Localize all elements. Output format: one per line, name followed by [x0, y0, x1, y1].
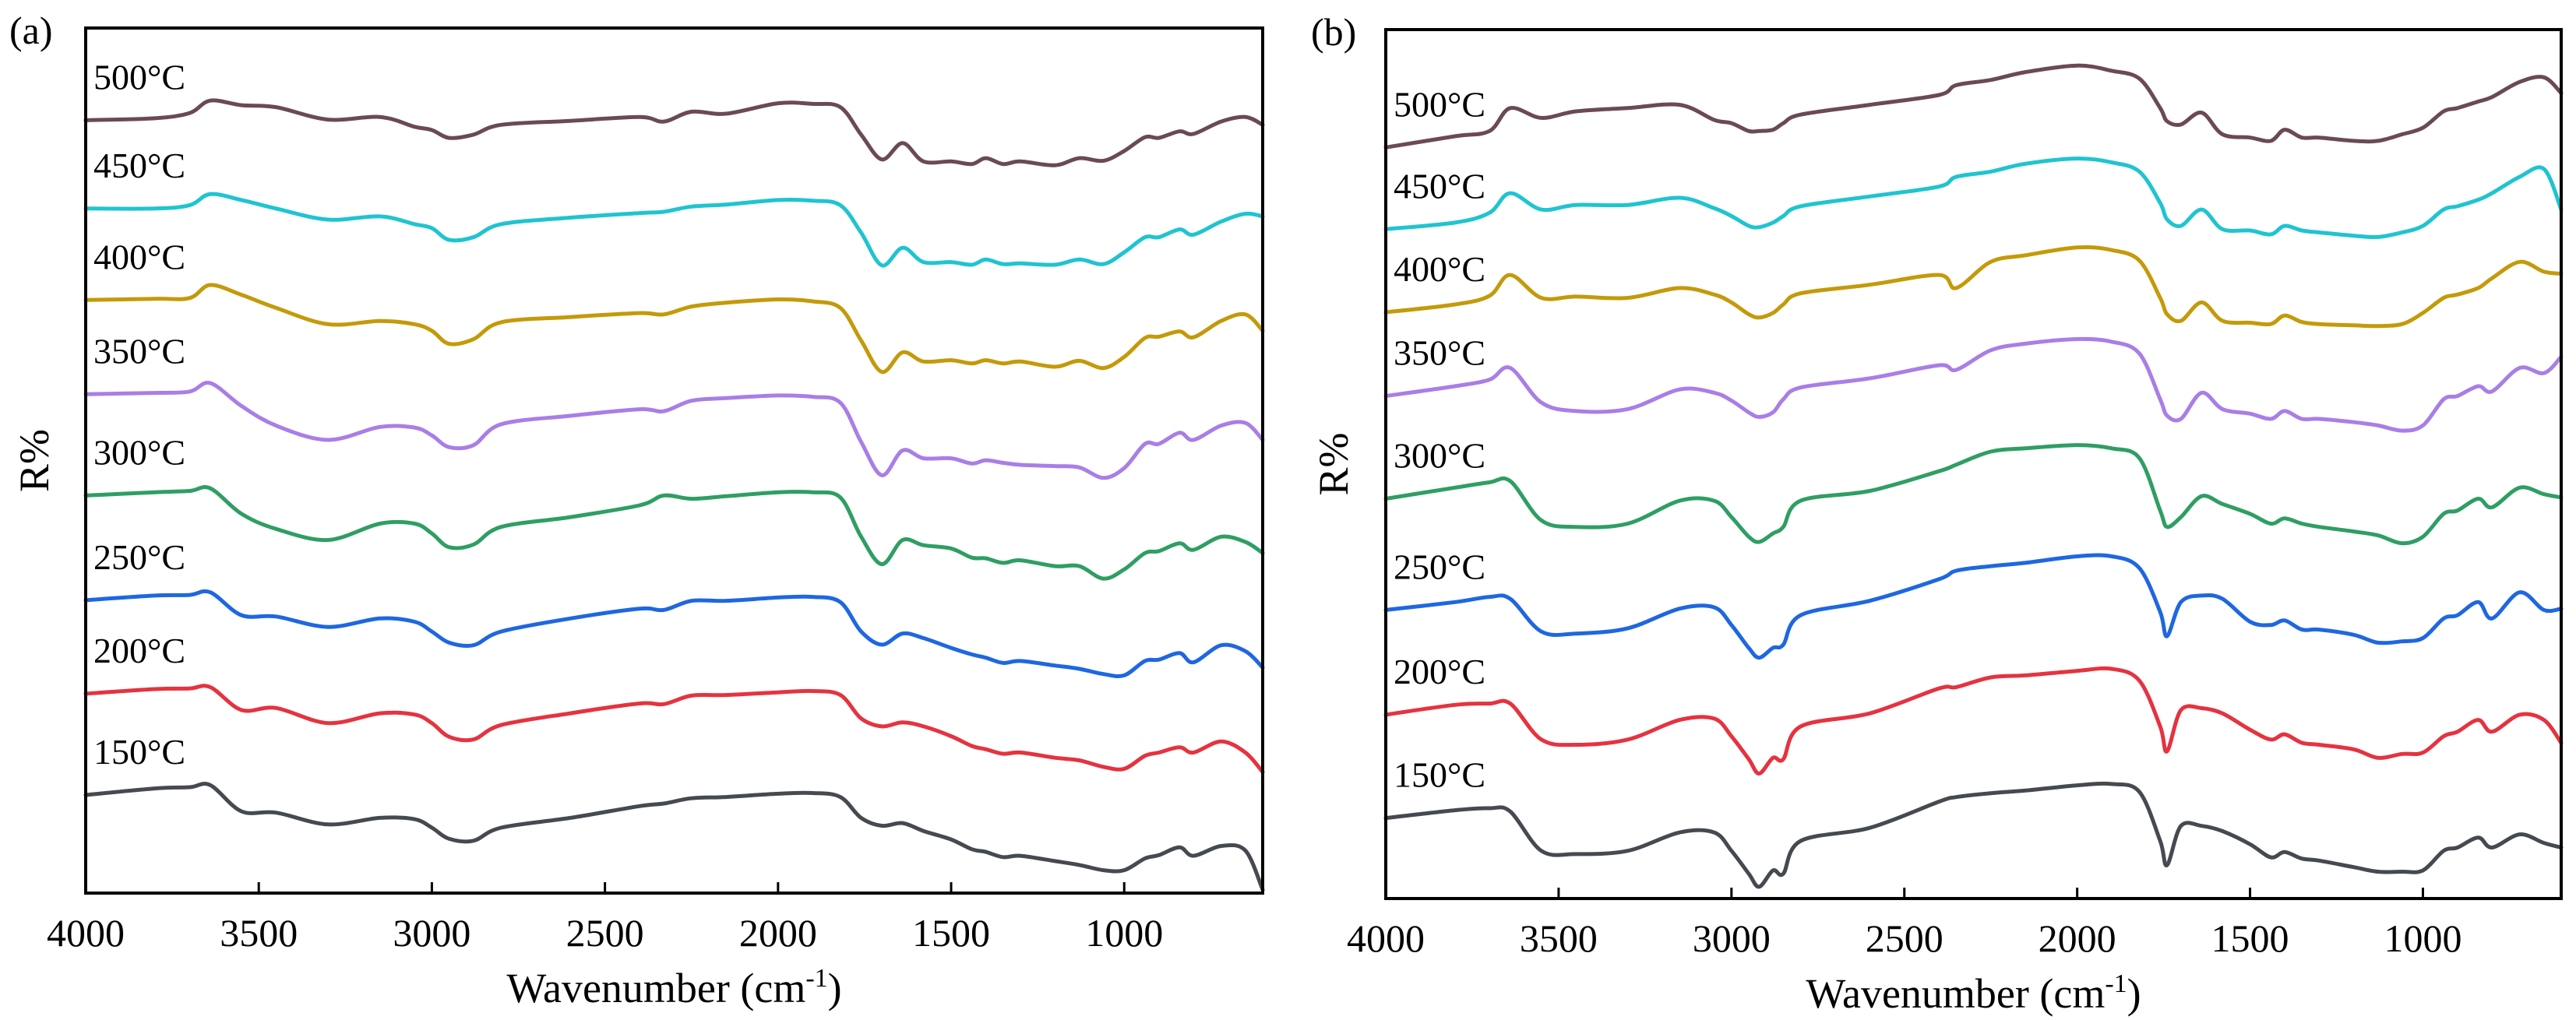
series-line-150c — [1383, 781, 2564, 889]
series-label-500c: 500°C — [1394, 84, 1485, 124]
series-label-150c: 150°C — [93, 732, 185, 772]
x-tick-label: 3500 — [220, 911, 298, 955]
series-line-400c — [1383, 244, 2564, 329]
series-line-300c — [83, 485, 1265, 581]
x-tick-label: 3000 — [1693, 916, 1771, 960]
series-line-500c — [83, 98, 1265, 167]
series-label-300c: 300°C — [93, 432, 185, 472]
x-tick-label: 1500 — [912, 911, 990, 955]
series-label-500c: 500°C — [93, 57, 185, 97]
series-label-450c: 450°C — [93, 146, 185, 185]
x-tick-label: 1000 — [2384, 916, 2461, 960]
x-tick-label: 2500 — [1866, 916, 1943, 960]
panel-a: 500°C 450°C 400°C 350°C 300°C 250°C 200°C 150°C… — [9, 9, 1265, 1011]
x-tick-label: 1000 — [1085, 911, 1163, 955]
panel-label: (a) — [9, 9, 53, 52]
series-label-350c: 350°C — [1394, 333, 1485, 373]
series-line-300c — [1383, 443, 2564, 546]
series-line-400c — [83, 283, 1265, 375]
series-label-200c: 200°C — [1394, 652, 1485, 691]
x-tick-label: 2000 — [2039, 916, 2116, 960]
series-line-200c — [83, 684, 1265, 775]
x-tick-label: 2500 — [566, 911, 644, 955]
axes-frame — [84, 26, 1264, 895]
series-line-350c — [83, 381, 1265, 480]
series-line-450c — [83, 192, 1265, 268]
series-line-500c — [1383, 63, 2564, 149]
series-label-300c: 300°C — [1394, 436, 1485, 476]
x-axis-label: Wavenumber (cm-1) — [1806, 969, 2141, 1017]
x-tick-label: 4000 — [47, 911, 125, 955]
series-line-250c — [1383, 553, 2564, 660]
series-line-150c — [83, 782, 1265, 892]
series-label-350c: 350°C — [93, 331, 185, 371]
series-label-250c: 250°C — [1394, 547, 1485, 586]
series-line-450c — [1383, 157, 2564, 240]
x-tick-label: 3500 — [1520, 916, 1598, 960]
panel-label: (b) — [1311, 10, 1356, 54]
axes-frame — [1384, 28, 2563, 900]
y-axis-label: R% — [1310, 433, 1357, 496]
x-tick-label: 2000 — [739, 911, 817, 955]
x-tick-label: 4000 — [1347, 916, 1425, 960]
series-line-250c — [83, 589, 1265, 679]
series-label-150c: 150°C — [1394, 755, 1485, 795]
series-label-250c: 250°C — [93, 537, 185, 577]
x-axis-label: Wavenumber (cm-1) — [506, 964, 841, 1011]
y-axis-label: R% — [11, 429, 58, 492]
series-label-400c: 400°C — [93, 237, 185, 276]
series-line-200c — [1383, 666, 2564, 776]
x-tick-label: 3000 — [393, 911, 470, 955]
series-label-450c: 450°C — [1394, 166, 1485, 206]
series-label-200c: 200°C — [93, 631, 185, 670]
x-tick-label: 1500 — [2211, 916, 2289, 960]
series-label-400c: 400°C — [1394, 249, 1485, 289]
panel-b: 500°C 450°C 400°C 350°C 300°C 250°C 200°C 150°C… — [1310, 10, 2564, 1017]
series-line-350c — [1383, 336, 2564, 433]
